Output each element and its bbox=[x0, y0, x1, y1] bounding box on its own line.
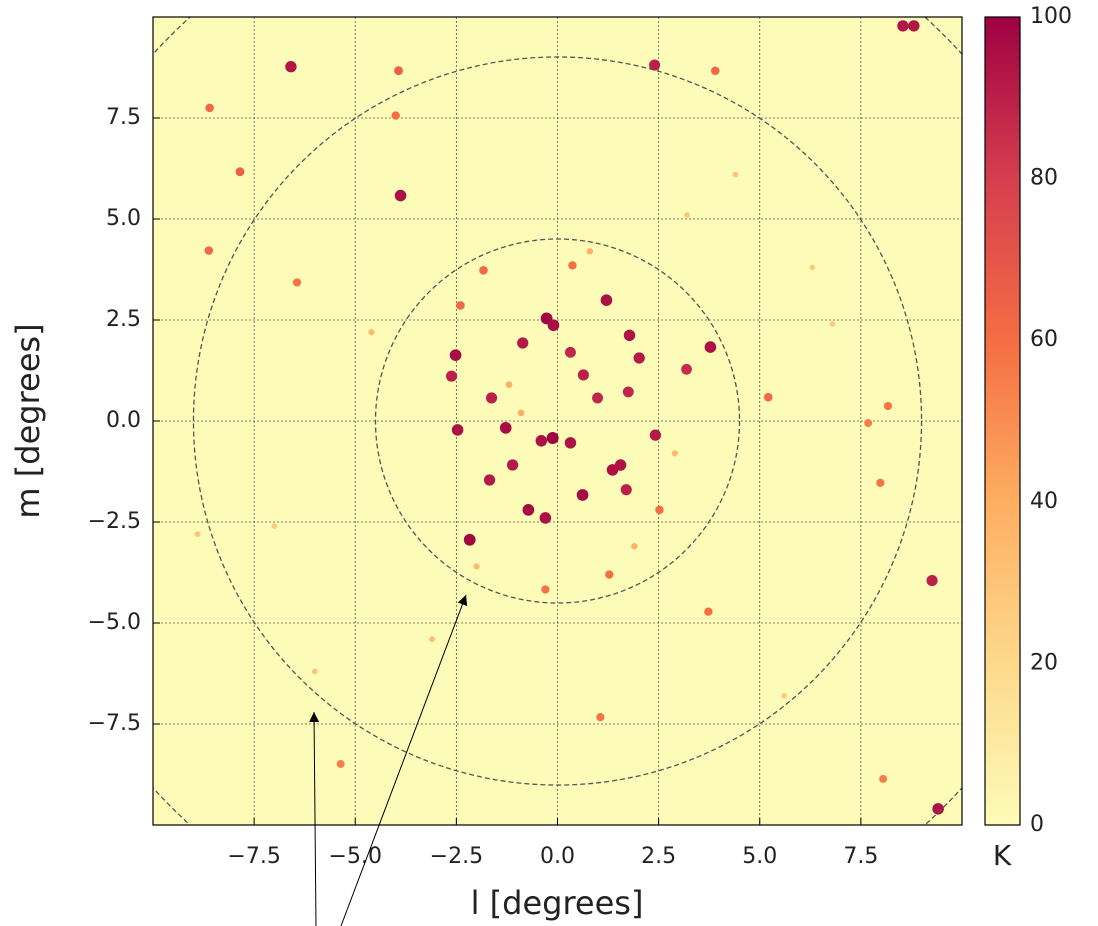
source-point bbox=[464, 534, 476, 546]
source-point bbox=[272, 523, 278, 529]
source-point bbox=[312, 669, 318, 675]
colorbar-tick-label: 40 bbox=[1030, 489, 1058, 514]
source-point bbox=[195, 531, 201, 537]
source-point bbox=[655, 506, 663, 514]
source-point bbox=[864, 419, 872, 427]
source-point bbox=[565, 347, 576, 358]
source-point bbox=[484, 474, 495, 485]
source-point bbox=[781, 693, 787, 699]
source-point bbox=[568, 261, 576, 269]
source-point bbox=[507, 459, 518, 470]
y-tick-label: −5.0 bbox=[88, 610, 141, 635]
x-tick-label: 7.5 bbox=[843, 844, 878, 869]
source-point bbox=[884, 402, 892, 410]
source-point bbox=[684, 212, 690, 218]
source-point bbox=[337, 760, 345, 768]
source-point bbox=[733, 172, 739, 178]
source-point bbox=[879, 775, 887, 783]
source-point bbox=[605, 570, 613, 578]
y-tick-label: 5.0 bbox=[106, 206, 141, 231]
source-point bbox=[205, 246, 214, 255]
source-point bbox=[392, 111, 400, 119]
source-point bbox=[452, 424, 464, 436]
source-point bbox=[394, 66, 403, 75]
source-point bbox=[523, 504, 535, 516]
source-point bbox=[500, 422, 512, 434]
source-point bbox=[517, 337, 528, 348]
source-point bbox=[518, 410, 525, 417]
colorbar-tick-label: 60 bbox=[1030, 327, 1058, 352]
x-axis-label: l [degrees] bbox=[471, 884, 644, 922]
source-point bbox=[541, 585, 549, 593]
x-tick-label: −7.5 bbox=[227, 844, 280, 869]
source-point bbox=[601, 294, 613, 306]
colorbar-tick-label: 80 bbox=[1030, 166, 1058, 191]
source-point bbox=[672, 450, 678, 456]
colorbar-tick-label: 20 bbox=[1030, 650, 1058, 675]
colorbar-label: K bbox=[993, 839, 1012, 872]
source-point bbox=[927, 575, 938, 586]
x-tick-label: 0.0 bbox=[540, 844, 575, 869]
source-point bbox=[285, 61, 296, 72]
source-point bbox=[547, 432, 559, 444]
source-point bbox=[897, 20, 908, 31]
source-point bbox=[536, 435, 548, 447]
source-point bbox=[565, 437, 576, 448]
colorbar bbox=[985, 17, 1020, 825]
x-tick-label: 2.5 bbox=[641, 844, 676, 869]
y-tick-label: 7.5 bbox=[106, 105, 141, 130]
source-point bbox=[587, 248, 593, 254]
source-point bbox=[810, 265, 816, 271]
x-tick-label: 5.0 bbox=[742, 844, 777, 869]
source-point bbox=[474, 563, 480, 569]
source-point bbox=[650, 430, 661, 441]
source-point bbox=[634, 352, 645, 363]
source-point bbox=[395, 190, 407, 202]
x-tick-label: −5.0 bbox=[329, 844, 382, 869]
y-tick-label: 0.0 bbox=[106, 408, 141, 433]
y-axis-label: m [degrees] bbox=[9, 323, 47, 518]
source-point bbox=[577, 489, 589, 501]
source-point bbox=[368, 329, 374, 335]
source-point bbox=[540, 512, 552, 524]
source-point bbox=[623, 386, 634, 397]
source-point bbox=[621, 484, 632, 495]
source-point bbox=[705, 341, 717, 353]
source-point bbox=[631, 543, 637, 549]
source-point bbox=[450, 349, 462, 361]
y-tick-label: −7.5 bbox=[88, 711, 141, 736]
source-point bbox=[764, 393, 773, 402]
source-point bbox=[596, 713, 604, 721]
chart: −7.5 −5.0 −2.5 0.0 2.5 5.0 7.5 −7.5 −5.0 −2.5 0.0 2… bbox=[0, 0, 1098, 926]
source-point bbox=[704, 607, 712, 615]
source-point bbox=[506, 381, 513, 388]
source-point bbox=[456, 301, 465, 310]
source-point bbox=[236, 167, 245, 176]
source-point bbox=[624, 330, 635, 341]
source-point bbox=[429, 636, 435, 642]
source-point bbox=[205, 104, 214, 113]
colorbar-tick-label: 0 bbox=[1030, 812, 1044, 837]
colorbar-tick-label: 100 bbox=[1030, 4, 1072, 29]
y-tick-label: −2.5 bbox=[88, 509, 141, 534]
source-point bbox=[479, 266, 488, 275]
source-point bbox=[446, 371, 457, 382]
source-point bbox=[592, 393, 603, 404]
source-point bbox=[908, 20, 919, 31]
source-point bbox=[876, 479, 884, 487]
source-point bbox=[711, 66, 720, 75]
source-point bbox=[607, 464, 619, 476]
source-point bbox=[681, 364, 692, 375]
source-point bbox=[293, 278, 301, 286]
y-tick-label: 2.5 bbox=[106, 307, 141, 332]
source-point bbox=[486, 392, 497, 403]
source-point bbox=[830, 321, 836, 327]
source-point bbox=[578, 369, 589, 380]
x-tick-label: −2.5 bbox=[430, 844, 483, 869]
source-point bbox=[548, 319, 560, 331]
